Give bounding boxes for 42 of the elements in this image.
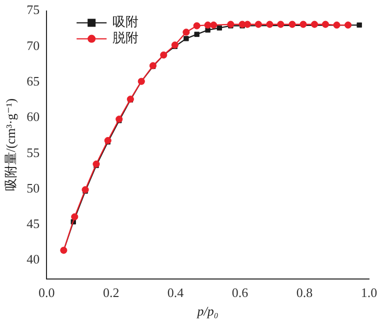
- point: [92, 160, 100, 168]
- x-tick-label: 0.0: [38, 285, 55, 300]
- x-axis-title: p/p₀: [196, 304, 218, 319]
- point: [193, 22, 200, 30]
- x-tick-label: 1.0: [360, 285, 378, 300]
- point: [104, 136, 112, 144]
- y-tick-label: 45: [26, 216, 40, 232]
- point: [300, 20, 307, 28]
- point: [356, 22, 362, 28]
- point: [244, 20, 252, 28]
- x-tick-label: 0.8: [296, 285, 313, 300]
- y-tick-label: 55: [26, 144, 40, 160]
- point: [182, 28, 190, 36]
- y-tick-label: 75: [26, 2, 40, 18]
- legend-label: 吸附: [112, 14, 139, 30]
- x-tick-label: 0.4: [167, 285, 184, 300]
- point: [216, 25, 222, 30]
- point: [227, 20, 234, 28]
- y-axis-title: 吸附量/(cm³·g⁻¹): [3, 98, 18, 192]
- point: [344, 22, 352, 29]
- y-tick-label: 65: [26, 74, 40, 88]
- point: [288, 20, 296, 28]
- x-tick-label: 0.6: [232, 285, 249, 300]
- point: [71, 213, 78, 220]
- legend-label: 脱附: [112, 30, 139, 46]
- point: [277, 20, 284, 28]
- point: [82, 186, 89, 194]
- point: [194, 32, 200, 37]
- point: [266, 20, 274, 28]
- y-tick-label: 70: [26, 38, 40, 53]
- point: [333, 22, 340, 29]
- point: [310, 20, 318, 28]
- point: [184, 36, 189, 42]
- point: [254, 20, 262, 28]
- y-tick-label: 50: [26, 180, 40, 196]
- x-tick-label: 0.2: [102, 285, 120, 300]
- point: [204, 22, 212, 29]
- point: [322, 20, 330, 28]
- point: [171, 41, 178, 49]
- y-tick-label: 40: [26, 252, 40, 267]
- point: [210, 22, 218, 29]
- y-tick-label: 60: [26, 109, 40, 124]
